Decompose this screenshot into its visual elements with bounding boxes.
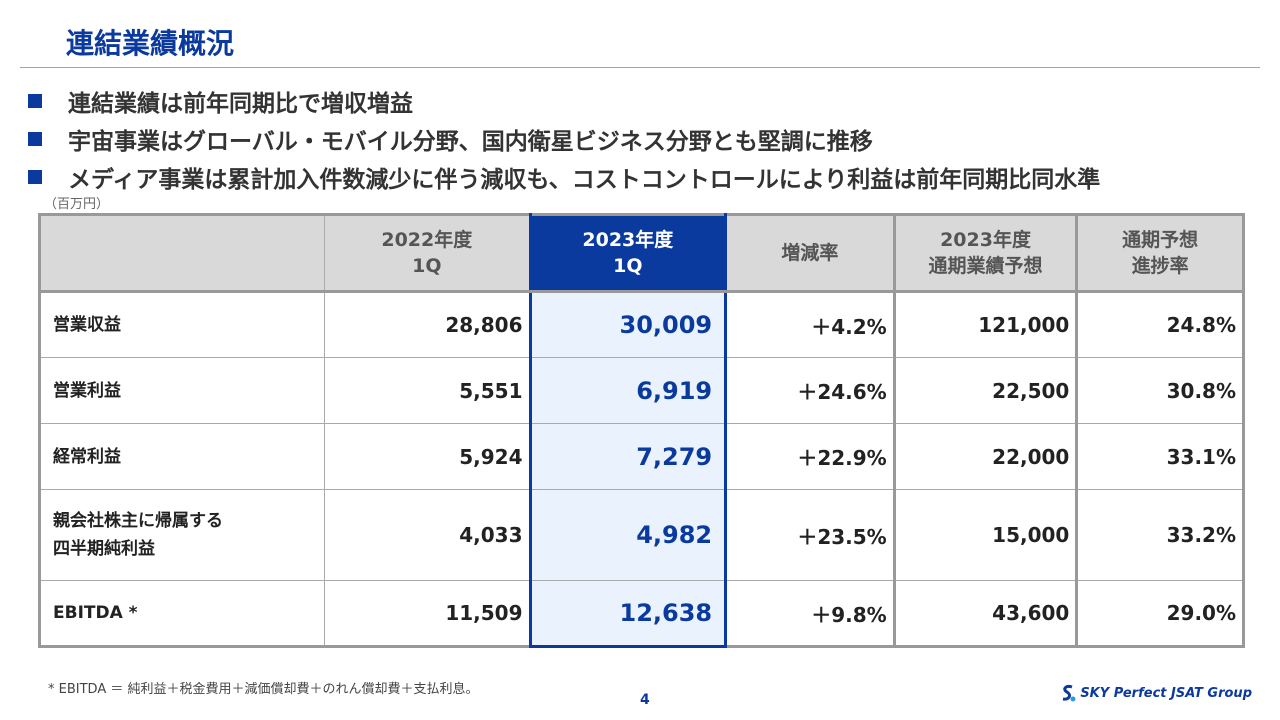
bullet-list: 連結業績は前年同期比で増収増益 宇宙事業はグローバル・モバイル分野、国内衛星ビジ… <box>28 82 1100 196</box>
page-title: 連結業績概況 <box>66 27 235 60</box>
table-cell: ＋23.5% <box>725 489 895 581</box>
table-cell: 15,000 <box>892 489 1079 581</box>
table-cell: 12,638 <box>528 580 728 648</box>
row-label: 経常利益 <box>38 423 326 490</box>
table-cell: 33.1% <box>1076 423 1244 490</box>
table-cell: 7,279 <box>528 423 728 490</box>
table-cell: 4,982 <box>528 489 728 581</box>
title-divider <box>20 67 1260 68</box>
row-label-text: 四半期純利益 <box>53 539 155 559</box>
table-cell: ＋9.8% <box>725 580 895 647</box>
row-label-text: 親会社株主に帰属する <box>53 511 223 531</box>
footnote: * EBITDA ＝ 純利益＋税金費用＋減価償却費＋のれん償却費＋支払利息。 <box>48 682 479 697</box>
row-label-text: 営業収益 <box>53 315 121 335</box>
table-cell: 5,924 <box>324 423 531 490</box>
logo-icon <box>1063 685 1076 702</box>
table-cell: 22,000 <box>892 423 1079 490</box>
bullet-item: 連結業績は前年同期比で増収増益 <box>28 82 1100 120</box>
table-cell: 33.2% <box>1076 489 1244 581</box>
table-cell: 29.0% <box>1076 580 1244 647</box>
page-number: 4 <box>640 692 650 708</box>
bullet-square-icon <box>28 94 42 108</box>
bullet-square-icon <box>28 170 42 184</box>
column-header: 増減率 <box>725 214 895 293</box>
bullet-text: 宇宙事業はグローバル・モバイル分野、国内衛星ビジネス分野とも堅調に推移 <box>68 129 873 155</box>
table-cell: 30.8% <box>1076 357 1244 424</box>
results-table: 2022年度 1Q 2023年度 1Q 増減率 2023年度 通期業績予想 通期予想 進捗率 営… <box>38 213 1245 648</box>
row-label-text: 経常利益 <box>53 446 121 467</box>
unit-label: （百万円） <box>44 197 110 212</box>
logo-text: SKY Perfect JSAT Group <box>1080 685 1252 701</box>
table-cell: 6,919 <box>528 357 728 424</box>
column-header <box>38 214 326 293</box>
header-text: 2022年度 <box>381 229 473 251</box>
row-label: EBITDA * <box>38 580 326 647</box>
company-logo: SKY Perfect JSAT Group <box>1060 684 1252 702</box>
column-header: 2022年度 1Q <box>324 214 531 293</box>
column-header: 通期予想 進捗率 <box>1076 214 1244 293</box>
header-text: 2023年度 <box>582 229 674 251</box>
row-label: 親会社株主に帰属する 四半期純利益 <box>38 489 326 581</box>
bullet-item: 宇宙事業はグローバル・モバイル分野、国内衛星ビジネス分野とも堅調に推移 <box>28 120 1100 158</box>
table-cell: 11,509 <box>324 580 531 647</box>
table-cell: 5,551 <box>324 357 531 424</box>
column-header: 2023年度 通期業績予想 <box>892 214 1079 293</box>
table-cell: 121,000 <box>892 291 1079 358</box>
bullet-text: メディア事業は累計加入件数減少に伴う減収も、コストコントロールにより利益は前年同… <box>68 167 1101 193</box>
row-label: 営業利益 <box>38 357 326 424</box>
header-text: 通期予想 <box>1122 229 1199 251</box>
header-text: 進捗率 <box>1131 255 1189 277</box>
table-row: 営業利益 5,551 6,919 ＋24.6% 22,500 30.8% <box>38 357 1244 424</box>
table-cell: 4,033 <box>324 489 531 581</box>
row-label-text: 営業利益 <box>53 380 121 401</box>
bullet-item: メディア事業は累計加入件数減少に伴う減収も、コストコントロールにより利益は前年同… <box>28 158 1100 196</box>
header-text: 1Q <box>412 255 442 277</box>
header-text: 増減率 <box>781 242 839 264</box>
row-label-text: EBITDA * <box>53 603 138 623</box>
table-row: EBITDA * 11,509 12,638 ＋9.8% 43,600 29.0% <box>38 580 1244 648</box>
table-cell: 28,806 <box>324 291 531 358</box>
bullet-square-icon <box>28 132 42 146</box>
table-cell: 43,600 <box>892 580 1079 647</box>
table-cell: 30,009 <box>528 291 728 358</box>
header-text: 通期業績予想 <box>928 255 1043 277</box>
table-row: 親会社株主に帰属する 四半期純利益 4,033 4,982 ＋23.5% 15,000 33… <box>38 489 1244 581</box>
column-header: 2023年度 1Q <box>528 214 728 293</box>
header-text: 2023年度 <box>940 229 1031 251</box>
table-cell: ＋22.9% <box>725 423 895 490</box>
table-cell: ＋24.6% <box>725 357 895 424</box>
table-cell: ＋4.2% <box>725 291 895 358</box>
table-cell: 24.8% <box>1076 291 1244 358</box>
row-label: 営業収益 <box>38 291 326 358</box>
table-cell: 22,500 <box>892 357 1079 424</box>
bullet-text: 連結業績は前年同期比で増収増益 <box>68 91 413 117</box>
header-text: 1Q <box>613 255 643 277</box>
table-row: 経常利益 5,924 7,279 ＋22.9% 22,000 33.1% <box>38 423 1244 490</box>
table-row: 営業収益 28,806 30,009 ＋4.2% 121,000 24.8% <box>38 291 1244 358</box>
